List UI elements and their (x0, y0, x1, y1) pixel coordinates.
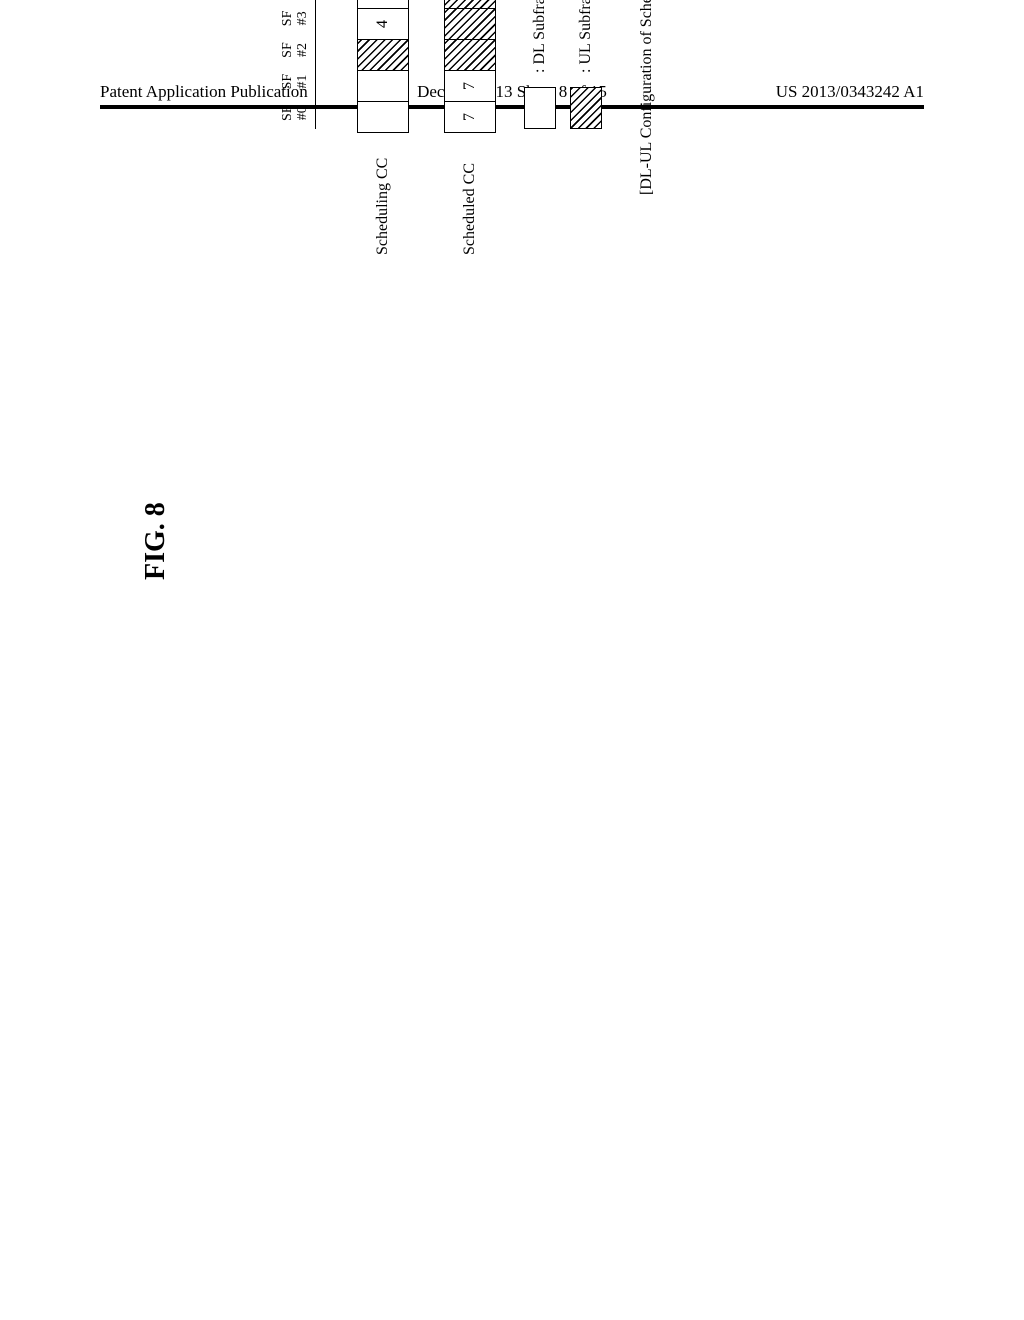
sf-index: #2 (295, 34, 310, 66)
legend-dl: : DL Subframe (524, 0, 556, 129)
sf-header-row-2: #0#1#2#3#4#5#6#7#8#9#10#11#12#13#14#15#1… (295, 0, 310, 129)
sf-prefix: SF (280, 0, 295, 3)
dl-subframe-cell: 7 (444, 70, 496, 101)
legend-dl-label: : DL Subframe (531, 0, 549, 73)
sf-index: #3 (295, 3, 310, 35)
ul-swatch (570, 87, 602, 129)
cell-value: 7 (461, 113, 479, 121)
legend-ul-row: : UL Subframe ⇩ : UL Grant ⇧ : PUSCH (570, 0, 602, 129)
ul-subframe-cell (444, 39, 496, 70)
ul-subframe-cell (444, 0, 496, 8)
dl-subframe-cell: 7 (444, 101, 496, 132)
time-axis: Time (315, 0, 332, 129)
sf-prefix: SF (280, 97, 295, 129)
sf-prefix: SF (280, 34, 295, 66)
dl-subframe-cell (357, 70, 409, 101)
scheduling-cc-grid: 4444 (357, 0, 409, 133)
sf-prefix: SF (280, 66, 295, 98)
cell-value: 7 (461, 82, 479, 90)
header-left: Patent Application Publication (100, 82, 308, 102)
sf-index: #0 (295, 97, 310, 129)
sf-header-row-1: SFSFSFSFSFSFSFSFSFSFSFSFSFSFSFSFSFSFSFSF (280, 0, 295, 129)
scheduled-cc-label: Scheduled CC (461, 133, 479, 255)
dl-subframe-cell (357, 101, 409, 132)
scheduled-cc-row: Scheduled CC 7777577775 ⇧ (444, 0, 496, 255)
sf-index: #4 (295, 0, 310, 3)
dl-subframe-cell (357, 0, 409, 8)
sf-index: #1 (295, 66, 310, 98)
sf-prefix: SF (280, 3, 295, 35)
figure-label: FIG. 8 (140, 502, 172, 580)
cell-value: 4 (374, 20, 392, 28)
dl-subframe-cell: 4 (357, 8, 409, 39)
diagram-container: SFSFSFSFSFSFSFSFSFSFSFSFSFSFSFSFSFSFSFSF… (280, 0, 656, 255)
scheduled-cc-grid: 7777577775 (444, 0, 496, 133)
ul-subframe-cell (357, 39, 409, 70)
ul-subframe-cell (444, 8, 496, 39)
legend-ul-label: : UL Subframe (577, 0, 595, 73)
scheduling-cc-row: ⇩ Scheduling CC 4444 (357, 0, 409, 255)
legend: : DL Subframe : UL Subframe ⇩ : UL Grant… (524, 0, 602, 129)
header-right: US 2013/0343242 A1 (776, 82, 924, 102)
caption: [DL-UL Configuration of Scheduling CC = … (638, 0, 656, 195)
scheduling-cc-label: Scheduling CC (374, 133, 392, 255)
dl-swatch (524, 87, 556, 129)
